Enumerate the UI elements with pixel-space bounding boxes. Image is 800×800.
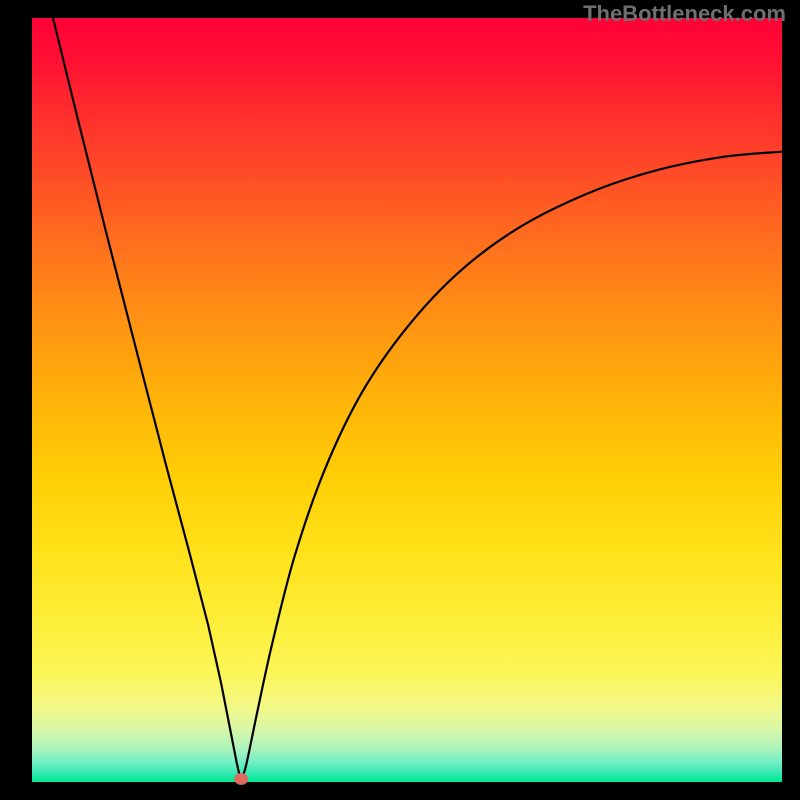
figure-root: TheBottleneck.com <box>0 0 800 800</box>
watermark-text: TheBottleneck.com <box>583 1 786 27</box>
minimum-marker <box>234 773 248 785</box>
plot-svg <box>0 0 800 800</box>
plot-background-gradient <box>32 18 782 782</box>
